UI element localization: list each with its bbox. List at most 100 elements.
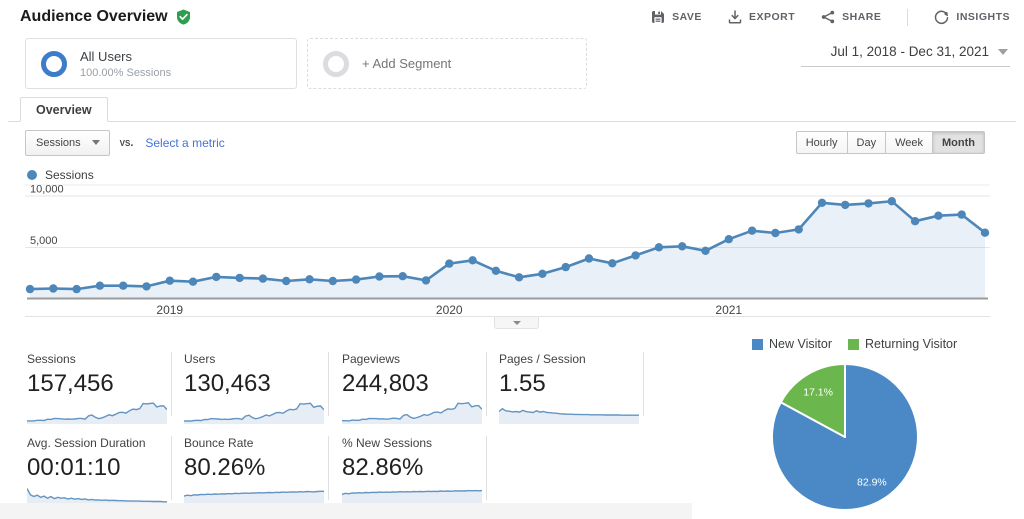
metric-label: Pages / Session [499, 352, 586, 366]
x-tick-2021: 2021 [715, 303, 743, 317]
chart-point[interactable] [817, 198, 827, 207]
metric-card: Users 130,463 [184, 352, 328, 425]
segment-detail: 100.00% Sessions [80, 66, 172, 79]
verified-shield-icon [176, 9, 191, 25]
chart-point[interactable] [654, 243, 664, 252]
pie-slice-new-visitor[interactable] [770, 363, 919, 511]
chart-point[interactable] [608, 259, 617, 268]
y-tick-label: 10,000 [30, 184, 64, 196]
metric-label: Avg. Session Duration [27, 436, 146, 450]
pie-legend: New Visitor Returning Visitor [752, 337, 957, 351]
chart-point[interactable] [188, 277, 198, 286]
metric-label: Bounce Rate [184, 436, 254, 450]
caret-down-icon [998, 48, 1008, 55]
chart-point[interactable] [910, 217, 920, 226]
chart-point[interactable] [235, 273, 244, 283]
chart-bottom-divider [25, 316, 990, 317]
metric-select-dropdown[interactable]: Sessions [25, 129, 110, 156]
granularity-month-button[interactable]: Month [933, 131, 985, 154]
save-button[interactable]: SAVE [651, 10, 702, 24]
chart-point[interactable] [514, 273, 524, 282]
y-tick-label: 5,000 [30, 235, 58, 247]
chart-point[interactable] [631, 251, 640, 260]
chart-point[interactable] [841, 200, 850, 210]
share-button[interactable]: SHARE [821, 10, 881, 24]
export-button[interactable]: EXPORT [728, 10, 795, 24]
chart-point[interactable] [980, 228, 990, 237]
returning-visitor-swatch-icon [847, 338, 859, 350]
pie-data-label: 82.9% [857, 477, 887, 489]
segment-all-users[interactable]: All Users 100.00% Sessions [25, 38, 297, 89]
download-icon [728, 10, 742, 24]
chart-expander-button[interactable] [494, 317, 539, 329]
sessions-line-chart[interactable]: 10,000 5,000 [0, 183, 1024, 302]
metric-value: 130,463 [184, 370, 271, 397]
chart-point[interactable] [794, 225, 803, 234]
chart-point[interactable] [119, 281, 128, 290]
select-metric-link[interactable]: Select a metric [145, 135, 225, 150]
pie-slice-returning-visitor[interactable] [779, 363, 846, 438]
metric-card: Pages / Session 1.55 [499, 352, 643, 425]
granularity-day-button[interactable]: Day [847, 131, 887, 154]
card-divider [328, 436, 329, 500]
chart-point[interactable] [49, 284, 58, 293]
chart-point[interactable] [538, 269, 547, 278]
metric-label: % New Sessions [342, 436, 433, 450]
timeseries-legend: Sessions [27, 168, 94, 182]
chart-point[interactable] [957, 210, 966, 219]
chart-point[interactable] [95, 281, 105, 290]
chart-point[interactable] [887, 197, 896, 206]
chart-point[interactable] [258, 274, 268, 283]
chart-point[interactable] [747, 226, 757, 235]
page-title: Audience Overview [20, 8, 168, 25]
chart-point[interactable] [375, 272, 384, 281]
segment-ring-icon [41, 50, 67, 77]
top-bar: Audience Overview SAVE EXPORT SHARE INSI… [0, 0, 1024, 30]
metric-value: 00:01:10 [27, 454, 121, 481]
metric-label: Users [184, 352, 216, 366]
chart-point[interactable] [864, 199, 873, 208]
chart-area [30, 201, 985, 299]
chart-point[interactable] [212, 272, 221, 282]
add-segment-label: + Add Segment [362, 56, 452, 71]
chart-point[interactable] [421, 276, 431, 285]
metric-sparkline [184, 402, 324, 425]
add-segment-button[interactable]: + Add Segment [307, 38, 587, 89]
granularity-week-button[interactable]: Week [886, 131, 934, 154]
chart-point[interactable] [328, 276, 337, 286]
chart-point[interactable] [678, 242, 687, 251]
caret-down-icon [91, 140, 100, 145]
chart-point[interactable] [468, 256, 477, 265]
chart-point[interactable] [165, 276, 174, 285]
insights-button[interactable]: INSIGHTS [934, 10, 1010, 25]
chart-point[interactable] [584, 254, 594, 263]
chart-point[interactable] [701, 246, 710, 255]
sessions-legend-dot-icon [27, 170, 37, 180]
metric-value: 157,456 [27, 370, 114, 397]
chart-point[interactable] [351, 275, 361, 284]
date-range-selector[interactable]: Jul 1, 2018 - Dec 31, 2021 [800, 42, 1010, 67]
chart-point[interactable] [398, 272, 407, 281]
chart-point[interactable] [25, 284, 35, 294]
chart-point[interactable] [724, 235, 733, 244]
metric-card: Sessions 157,456 [27, 352, 171, 425]
chart-point[interactable] [72, 284, 81, 294]
new-visitor-swatch-icon [752, 338, 763, 350]
chart-point[interactable] [491, 266, 501, 275]
chart-point[interactable] [561, 262, 570, 272]
chart-point[interactable] [771, 228, 780, 238]
metric-card: Bounce Rate 80.26% [184, 436, 328, 509]
card-divider [486, 352, 487, 416]
x-axis-labels: 2019 2020 2021 [0, 303, 1024, 317]
tab-overview[interactable]: Overview [20, 97, 108, 122]
chart-point[interactable] [445, 259, 454, 268]
chart-point[interactable] [934, 211, 943, 220]
chart-point[interactable] [305, 275, 314, 284]
chart-point[interactable] [282, 276, 291, 286]
visitor-type-pie-chart[interactable]: 82.9% 17.1% [746, 357, 946, 519]
sessions-legend-label: Sessions [45, 168, 94, 182]
granularity-toggle: Hourly Day Week Month [795, 131, 985, 154]
granularity-hourly-button[interactable]: Hourly [795, 131, 848, 154]
chart-point[interactable] [142, 282, 151, 291]
share-icon [821, 10, 835, 24]
